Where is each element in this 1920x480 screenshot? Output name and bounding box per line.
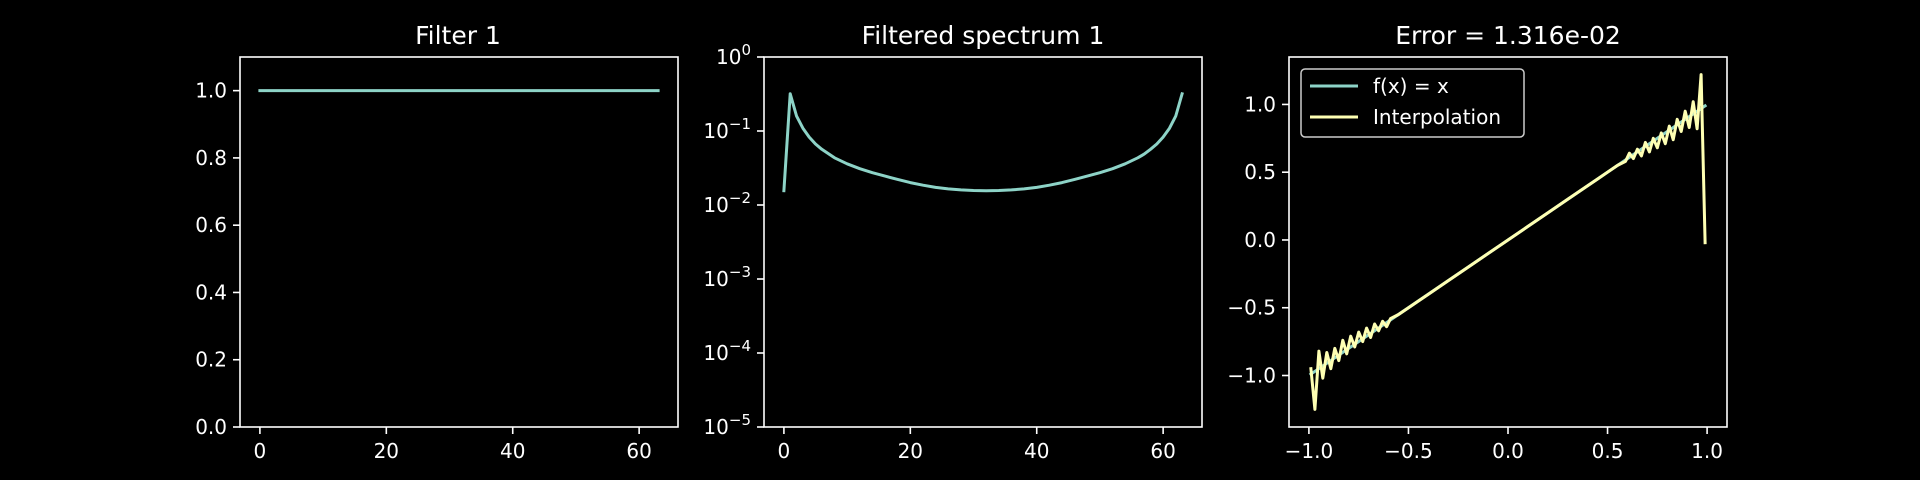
x-tick-label: 1.0: [1691, 439, 1723, 463]
y-tick-label: 0.2: [195, 348, 227, 372]
series-line-1: [1309, 73, 1707, 411]
y-tick-label: 0.5: [1244, 160, 1276, 184]
y-tick-label: 10−5: [703, 411, 751, 439]
chart-title: Filter 1: [415, 21, 501, 50]
x-tick-label: −0.5: [1384, 439, 1433, 463]
legend-label-fx: f(x) = x: [1373, 74, 1449, 98]
y-tick-label: 0.4: [195, 280, 227, 304]
y-tick-label: 0.6: [195, 213, 227, 237]
y-tick-label: −1.0: [1227, 363, 1276, 387]
y-tick-label: 1.0: [1244, 92, 1276, 116]
y-tick-label: 0.0: [1244, 228, 1276, 252]
axis-ticks: −1.0 −0.5 0.0 0.5 1.0 −1.0 −0.5 0.0 0.5 1.0: [1227, 92, 1723, 463]
y-tick-label: −0.5: [1227, 296, 1276, 320]
y-tick-label: 0.0: [195, 415, 227, 439]
x-tick-label: 60: [1150, 439, 1175, 463]
chart-title: Error = 1.316e-02: [1395, 21, 1621, 50]
y-tick-label: 0.8: [195, 146, 227, 170]
panel-filtered-spectrum: Filtered spectrum 1 0 20 40 6010−510−410−31…: [703, 21, 1203, 463]
axes-frame: [239, 56, 679, 428]
y-tick-label: 1.0: [195, 79, 227, 103]
legend: f(x) = x Interpolation: [1300, 68, 1525, 138]
axes-frame: [763, 56, 1203, 428]
panel-filter: Filter 1 0 20 40 60 0.0 0.2 0.4 0.6 0.8 1.0: [195, 21, 679, 463]
panel-interpolation-error: Error = 1.316e-02 −1.0 −0.5 0.0 0.5 1.0−1.0−…: [1227, 21, 1728, 463]
y-tick-label: 10−4: [703, 337, 751, 365]
x-tick-label: 0.0: [1492, 439, 1524, 463]
x-tick-label: −1.0: [1285, 439, 1334, 463]
x-tick-label: 0: [254, 439, 267, 463]
plot-area: [1308, 73, 1708, 411]
x-tick-label: 0: [778, 439, 791, 463]
x-tick-label: 0.5: [1592, 439, 1624, 463]
series-line-0: [782, 91, 1184, 193]
x-tick-label: 40: [1024, 439, 1049, 463]
x-tick-label: 40: [500, 439, 525, 463]
x-tick-label: 20: [374, 439, 399, 463]
x-tick-label: 60: [626, 439, 651, 463]
x-tick-label: 20: [898, 439, 923, 463]
axis-ticks: 0 20 40 60 0.0 0.2 0.4 0.6 0.8 1.0: [195, 79, 652, 463]
legend-label-interpolation: Interpolation: [1373, 105, 1501, 129]
plot-area: [782, 91, 1184, 193]
chart-title: Filtered spectrum 1: [862, 21, 1105, 50]
